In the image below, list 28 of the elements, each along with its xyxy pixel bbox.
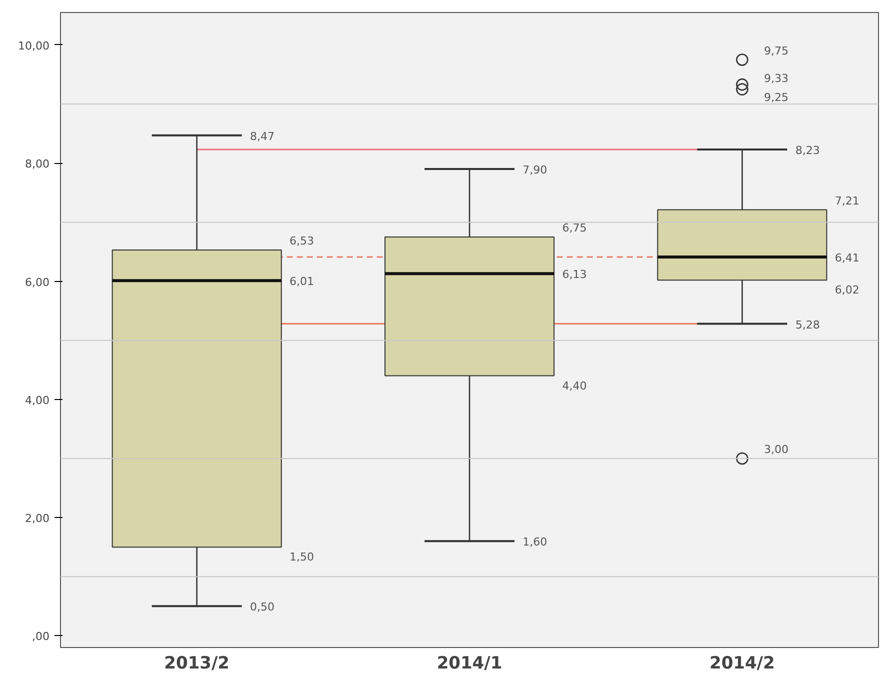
annotation: 9,75 xyxy=(764,44,788,58)
x-tick-label: 2013/2 xyxy=(164,654,230,674)
x-tick-label: 2014/2 xyxy=(709,654,775,674)
annotation: 9,33 xyxy=(764,72,788,86)
annotation: 7,21 xyxy=(834,194,860,208)
annotation: 9,25 xyxy=(764,90,788,104)
y-tick-label: ,00 xyxy=(32,630,50,644)
annotation: 6,01 xyxy=(290,275,314,288)
annotation: 6,41 xyxy=(834,252,860,265)
y-tick-label: 8,00 xyxy=(25,158,50,171)
annotation: 6,13 xyxy=(562,268,587,282)
annotation: 4,40 xyxy=(562,379,587,392)
annotation: 5,28 xyxy=(795,318,820,332)
annotation: 6,02 xyxy=(834,284,860,297)
y-tick-label: 6,00 xyxy=(25,276,50,289)
annotation: 3,00 xyxy=(764,442,788,456)
annotation: 7,90 xyxy=(522,164,548,177)
x-tick-label: 2014/1 xyxy=(436,654,502,674)
annotation: 1,60 xyxy=(522,536,548,549)
annotation: 0,50 xyxy=(250,600,275,614)
annotation: 8,23 xyxy=(795,144,820,158)
y-tick-label: 4,00 xyxy=(25,394,50,407)
annotation: 8,47 xyxy=(250,130,275,143)
y-tick-label: 10,00 xyxy=(18,39,50,52)
annotation: 6,75 xyxy=(562,221,587,234)
annotation: 1,50 xyxy=(290,550,314,564)
annotation: 6,53 xyxy=(290,234,314,248)
y-tick-label: 2,00 xyxy=(25,512,50,526)
